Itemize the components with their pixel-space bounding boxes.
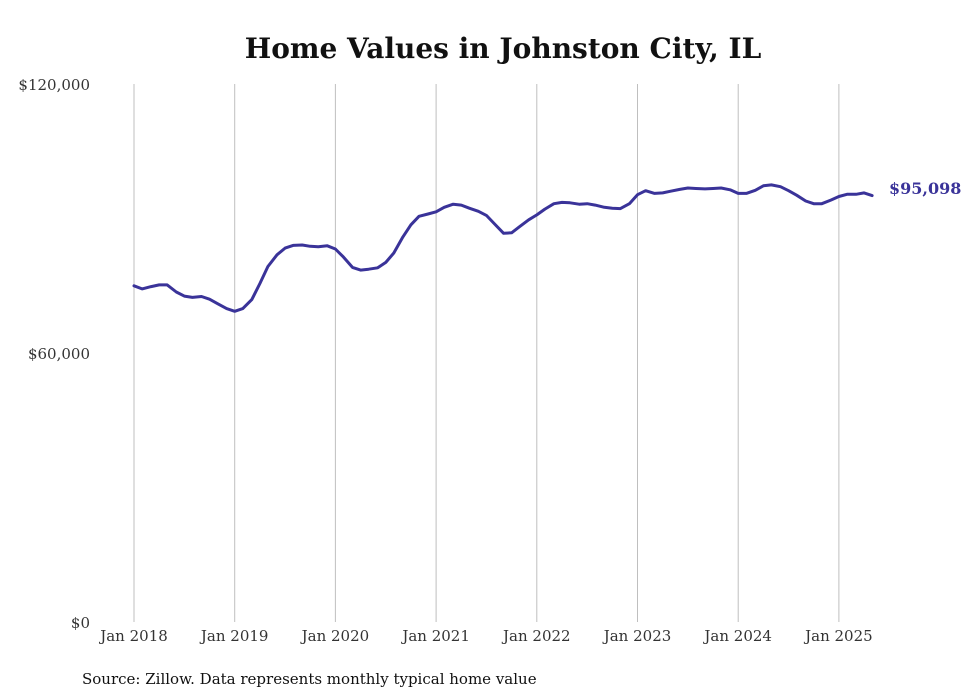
x-tick-label: Jan 2022 (501, 627, 571, 645)
x-tick-label: Jan 2019 (199, 627, 269, 645)
y-tick-label: $60,000 (28, 345, 90, 363)
source-note: Source: Zillow. Data represents monthly … (82, 670, 537, 688)
x-tick-label: Jan 2025 (803, 627, 873, 645)
series-line (132, 183, 874, 313)
y-tick-label: $120,000 (18, 76, 90, 94)
x-axis-ticks: Jan 2018 Jan 2019 Jan 2020 Jan 2021 Jan 2022… (98, 627, 872, 645)
y-tick-label: $0 (71, 614, 90, 632)
chart-title: Home Values in Johnston City, IL (245, 32, 762, 65)
x-tick-label: Jan 2021 (400, 627, 470, 645)
x-tick-label: Jan 2023 (602, 627, 672, 645)
x-tick-label: Jan 2024 (702, 627, 772, 645)
y-axis-ticks: $0 $60,000 $120,000 (18, 76, 90, 632)
x-tick-label: Jan 2020 (300, 627, 370, 645)
x-tick-label: Jan 2018 (98, 627, 168, 645)
gridlines (133, 84, 840, 622)
end-value-label: $95,098 (889, 179, 961, 198)
